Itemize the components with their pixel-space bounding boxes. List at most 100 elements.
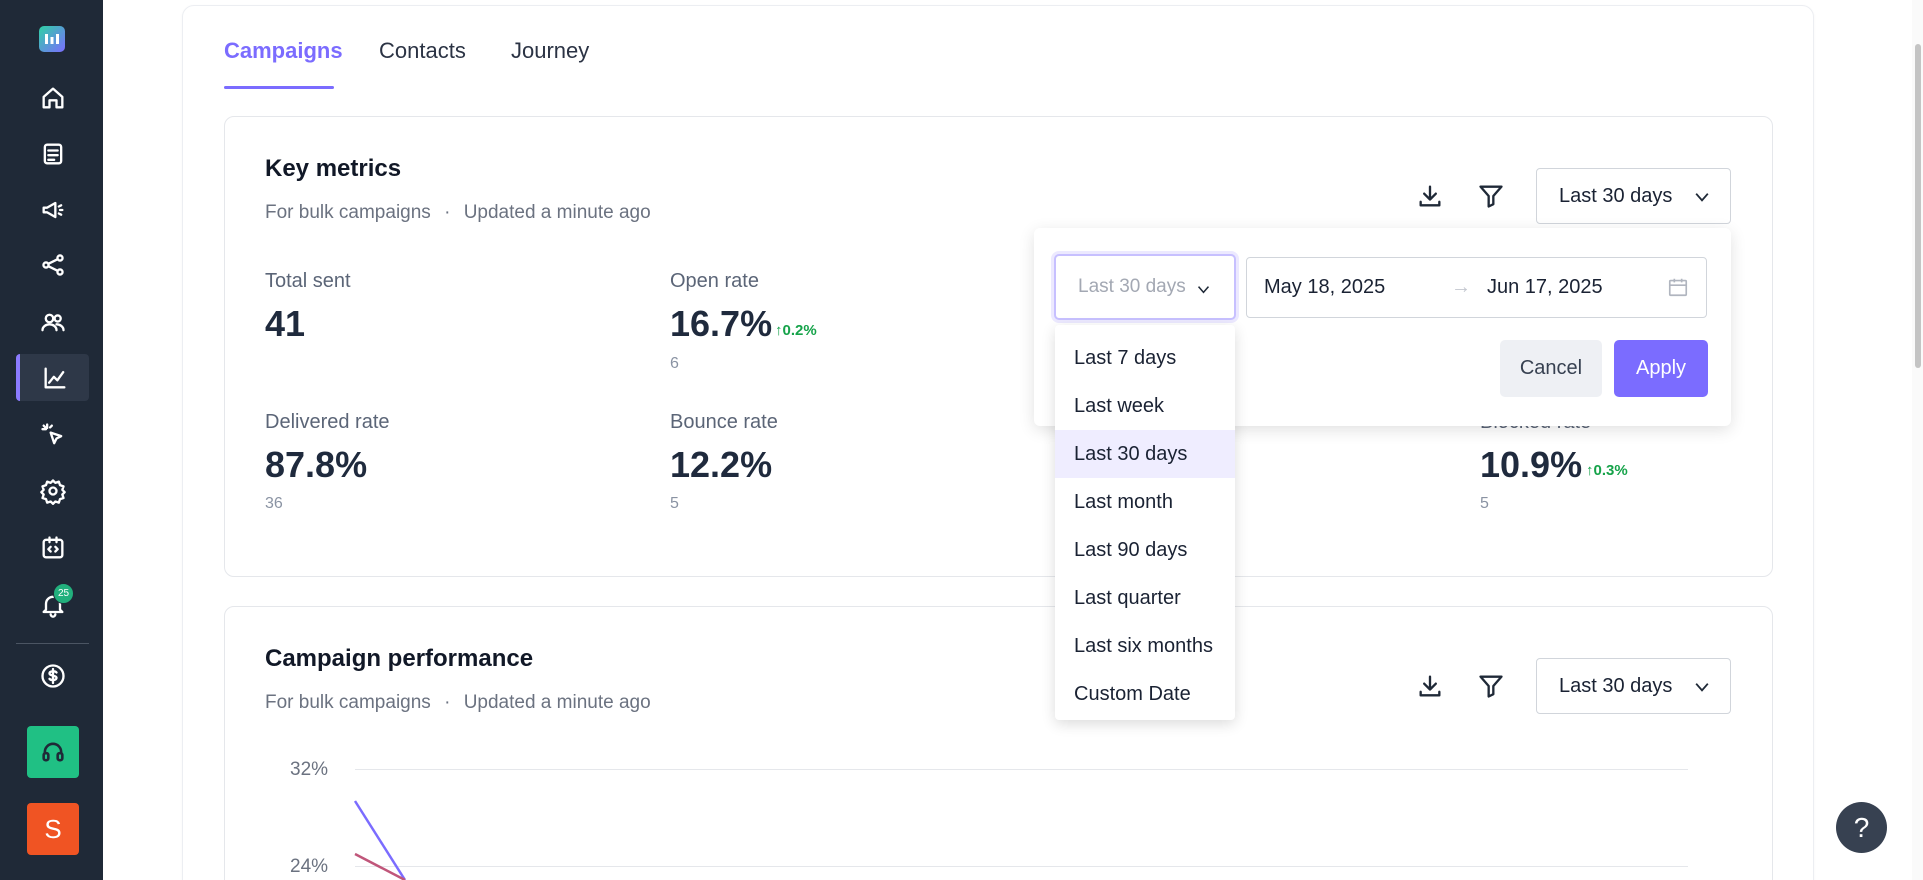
- metric-count-bounce-rate: 5: [670, 495, 679, 512]
- metric-count-delivered-rate: 36: [265, 495, 283, 512]
- dropdown-option-last-30-days[interactable]: Last 30 days: [1055, 430, 1235, 478]
- notification-badge: 25: [53, 583, 74, 604]
- start-date[interactable]: May 18, 2025: [1264, 276, 1386, 298]
- end-date[interactable]: Jun 17, 2025: [1487, 276, 1603, 298]
- preset-select-placeholder: Last 30 days: [1078, 276, 1186, 297]
- sidebar-item-notifications[interactable]: [16, 581, 89, 628]
- separator-dot: ·: [444, 202, 451, 223]
- key-metrics-updated: Updated a minute ago: [463, 202, 651, 223]
- metric-value-blocked-rate: 10.9%: [1480, 444, 1583, 485]
- home-icon: [42, 87, 63, 109]
- pointer-click-icon: [40, 422, 62, 444]
- tab-campaigns[interactable]: Campaigns: [224, 38, 343, 63]
- dropdown-option-last-90-days[interactable]: Last 90 days: [1074, 538, 1188, 561]
- chevron-down-icon: [1197, 286, 1210, 294]
- headset-icon: [42, 742, 64, 762]
- campaign-performance-subtitle: For bulk campaigns · Updated a minute ag…: [265, 692, 651, 714]
- dropdown-option-custom-date[interactable]: Custom Date: [1074, 682, 1191, 705]
- metric-label-delivered-rate: Delivered rate: [265, 411, 390, 433]
- download-icon: [1419, 185, 1441, 207]
- sidebar-item-flows[interactable]: [16, 241, 89, 288]
- y-tick-label: 24%: [290, 856, 329, 877]
- help-button[interactable]: ?: [1836, 802, 1887, 853]
- campaign-performance-range-button[interactable]: Last 30 days: [1536, 658, 1731, 714]
- dollar-icon: [40, 663, 65, 688]
- filter-icon: [1479, 675, 1503, 698]
- metric-label-bounce-rate: Bounce rate: [670, 411, 778, 433]
- download-button[interactable]: [1413, 179, 1447, 213]
- chart-icon: [44, 367, 65, 388]
- series-line: [353, 800, 407, 880]
- metric-value-bounce-rate: 12.2%: [670, 444, 773, 485]
- key-metrics-subtitle-text: For bulk campaigns: [265, 202, 431, 223]
- user-avatar[interactable]: S: [27, 803, 79, 855]
- sidebar-item-home[interactable]: [16, 74, 89, 121]
- logo-icon: [45, 34, 59, 44]
- sidebar-item-billing[interactable]: [16, 652, 89, 699]
- key-metrics-subtitle: For bulk campaigns · Updated a minute ag…: [265, 202, 651, 224]
- sidebar-divider: [16, 643, 89, 644]
- dropdown-option-last-week[interactable]: Last week: [1074, 394, 1165, 417]
- sidebar: 25 S: [0, 0, 103, 880]
- campaign-performance-subtitle-text: For bulk campaigns: [265, 692, 431, 713]
- support-button[interactable]: [27, 726, 79, 778]
- metric-value-delivered-rate: 87.8%: [265, 444, 368, 485]
- campaign-performance-updated: Updated a minute ago: [463, 692, 651, 713]
- scrollbar-thumb[interactable]: [1915, 44, 1921, 368]
- download-icon: [1419, 675, 1441, 697]
- code-icon: [42, 535, 63, 558]
- range-button-label: Last 30 days: [1559, 674, 1673, 697]
- sidebar-item-clicks[interactable]: [16, 411, 89, 458]
- filter-icon: [1479, 185, 1503, 208]
- metric-count-open-rate: 6: [670, 355, 679, 372]
- arrow-right-icon: →: [1451, 276, 1471, 298]
- key-metrics-range-button[interactable]: Last 30 days: [1536, 168, 1731, 224]
- metric-delta-open-rate: ↑0.2%: [775, 322, 817, 339]
- sidebar-item-settings[interactable]: [16, 467, 89, 514]
- megaphone-icon: [42, 201, 63, 218]
- sidebar-item-analytics[interactable]: [16, 354, 89, 401]
- sidebar-item-contacts[interactable]: [16, 298, 89, 345]
- sidebar-item-campaigns[interactable]: [16, 186, 89, 233]
- apply-button[interactable]: Apply: [1614, 340, 1708, 397]
- gear-icon: [39, 478, 66, 505]
- tab-contacts[interactable]: Contacts: [379, 38, 466, 63]
- preset-dropdown-menu: Last 7 days Last week Last 30 days Last …: [1055, 325, 1235, 720]
- scrollbar-track[interactable]: [1912, 0, 1923, 880]
- sidebar-item-list[interactable]: [16, 130, 89, 177]
- performance-chart-lines: [353, 800, 407, 880]
- dropdown-option-last-six-months[interactable]: Last six months: [1074, 634, 1213, 657]
- dropdown-option-last-month[interactable]: Last month: [1074, 490, 1173, 513]
- metric-count-blocked-rate: 5: [1480, 495, 1489, 512]
- share-nodes-icon: [41, 253, 64, 276]
- sidebar-item-developer[interactable]: [16, 524, 89, 571]
- filter-button[interactable]: [1474, 179, 1508, 213]
- date-range-input[interactable]: [1246, 257, 1707, 318]
- series-line: [354, 852, 406, 880]
- dropdown-option-last-7-days[interactable]: Last 7 days: [1074, 346, 1177, 369]
- key-metrics-title: Key metrics: [265, 155, 402, 182]
- arrow-up-icon: ↑: [775, 322, 783, 339]
- filter-button[interactable]: [1474, 669, 1508, 703]
- active-tab-indicator: [224, 86, 334, 89]
- download-button[interactable]: [1413, 669, 1447, 703]
- metric-label-open-rate: Open rate: [670, 270, 759, 292]
- tab-journey[interactable]: Journey: [511, 38, 590, 63]
- arrow-up-icon: ↑: [1586, 462, 1594, 479]
- cancel-button[interactable]: Cancel: [1500, 340, 1602, 397]
- metric-delta-open-rate-value: 0.2%: [782, 322, 817, 339]
- metric-value-total-sent: 41: [265, 303, 306, 344]
- preset-select[interactable]: Last 30 days: [1054, 254, 1236, 320]
- chart-gridline: [355, 866, 1688, 867]
- metric-value-open-rate: 16.7%: [670, 303, 773, 344]
- list-icon: [43, 143, 62, 164]
- metric-delta-blocked-rate: ↑0.3%: [1586, 462, 1628, 479]
- app-logo[interactable]: [39, 26, 65, 52]
- chevron-down-icon: [1695, 193, 1709, 202]
- chart-gridline: [355, 769, 1688, 770]
- separator-dot: ·: [444, 692, 451, 713]
- y-tick-label: 32%: [290, 759, 329, 780]
- calendar-icon[interactable]: [1667, 276, 1689, 298]
- campaign-performance-title: Campaign performance: [265, 645, 534, 672]
- dropdown-option-last-quarter[interactable]: Last quarter: [1074, 586, 1181, 609]
